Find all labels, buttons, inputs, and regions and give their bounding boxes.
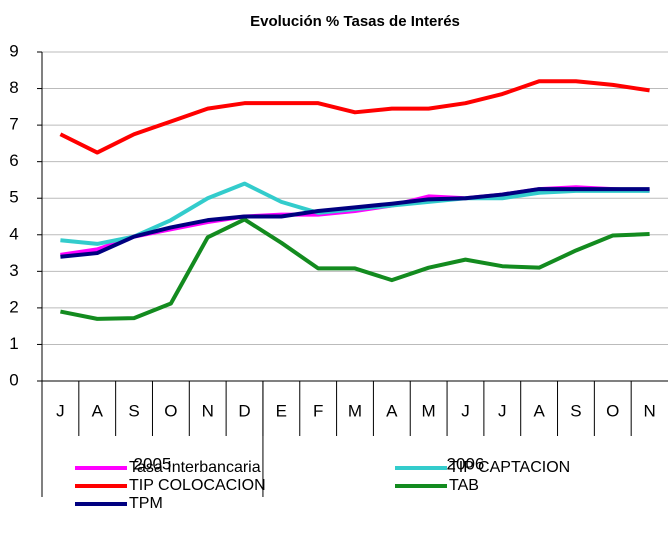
x-tick-label: A: [92, 401, 104, 420]
y-tick-label: 5: [9, 188, 18, 207]
x-tick-label: D: [238, 401, 250, 420]
y-tick-label: 0: [9, 370, 18, 389]
y-tick-label: 6: [9, 151, 18, 170]
x-group-label: 2005: [134, 454, 172, 473]
y-tick-label: 1: [9, 334, 18, 353]
y-tick-label: 2: [9, 297, 18, 316]
legend-label: TIP CAPTACION: [449, 459, 570, 476]
x-tick-label: J: [56, 401, 65, 420]
series-line: [60, 187, 650, 259]
legend-label: Tasa Interbancaria: [129, 459, 261, 476]
chart-title: Evolución % Tasas de Interés: [250, 13, 460, 30]
x-tick-label: O: [164, 401, 177, 420]
series-line: [60, 185, 650, 257]
legend-label: TIP COLOCACION: [129, 477, 266, 494]
x-tick-label: N: [643, 401, 655, 420]
x-tick-label: M: [422, 401, 436, 420]
y-tick-label: 4: [9, 224, 18, 243]
x-tick-label: A: [386, 401, 398, 420]
x-group-label: 2006: [447, 454, 485, 473]
x-tick-label: N: [202, 401, 214, 420]
y-tick-label: 9: [9, 41, 18, 60]
series-line: [60, 217, 650, 321]
x-tick-label: J: [461, 401, 470, 420]
y-tick-label: 8: [9, 78, 18, 97]
series-line: [59, 79, 650, 155]
legend-label: TAB: [449, 477, 479, 494]
y-tick-label: 3: [9, 261, 18, 280]
x-tick-label: O: [606, 401, 619, 420]
y-tick-label: 7: [9, 115, 18, 134]
x-tick-label: M: [348, 401, 362, 420]
x-tick-label: S: [570, 401, 581, 420]
x-tick-label: S: [128, 401, 139, 420]
x-tick-label: A: [533, 401, 545, 420]
x-tick-label: J: [498, 401, 507, 420]
x-tick-label: F: [313, 401, 323, 420]
x-tick-label: E: [276, 401, 287, 420]
legend-label: TPM: [129, 495, 163, 512]
